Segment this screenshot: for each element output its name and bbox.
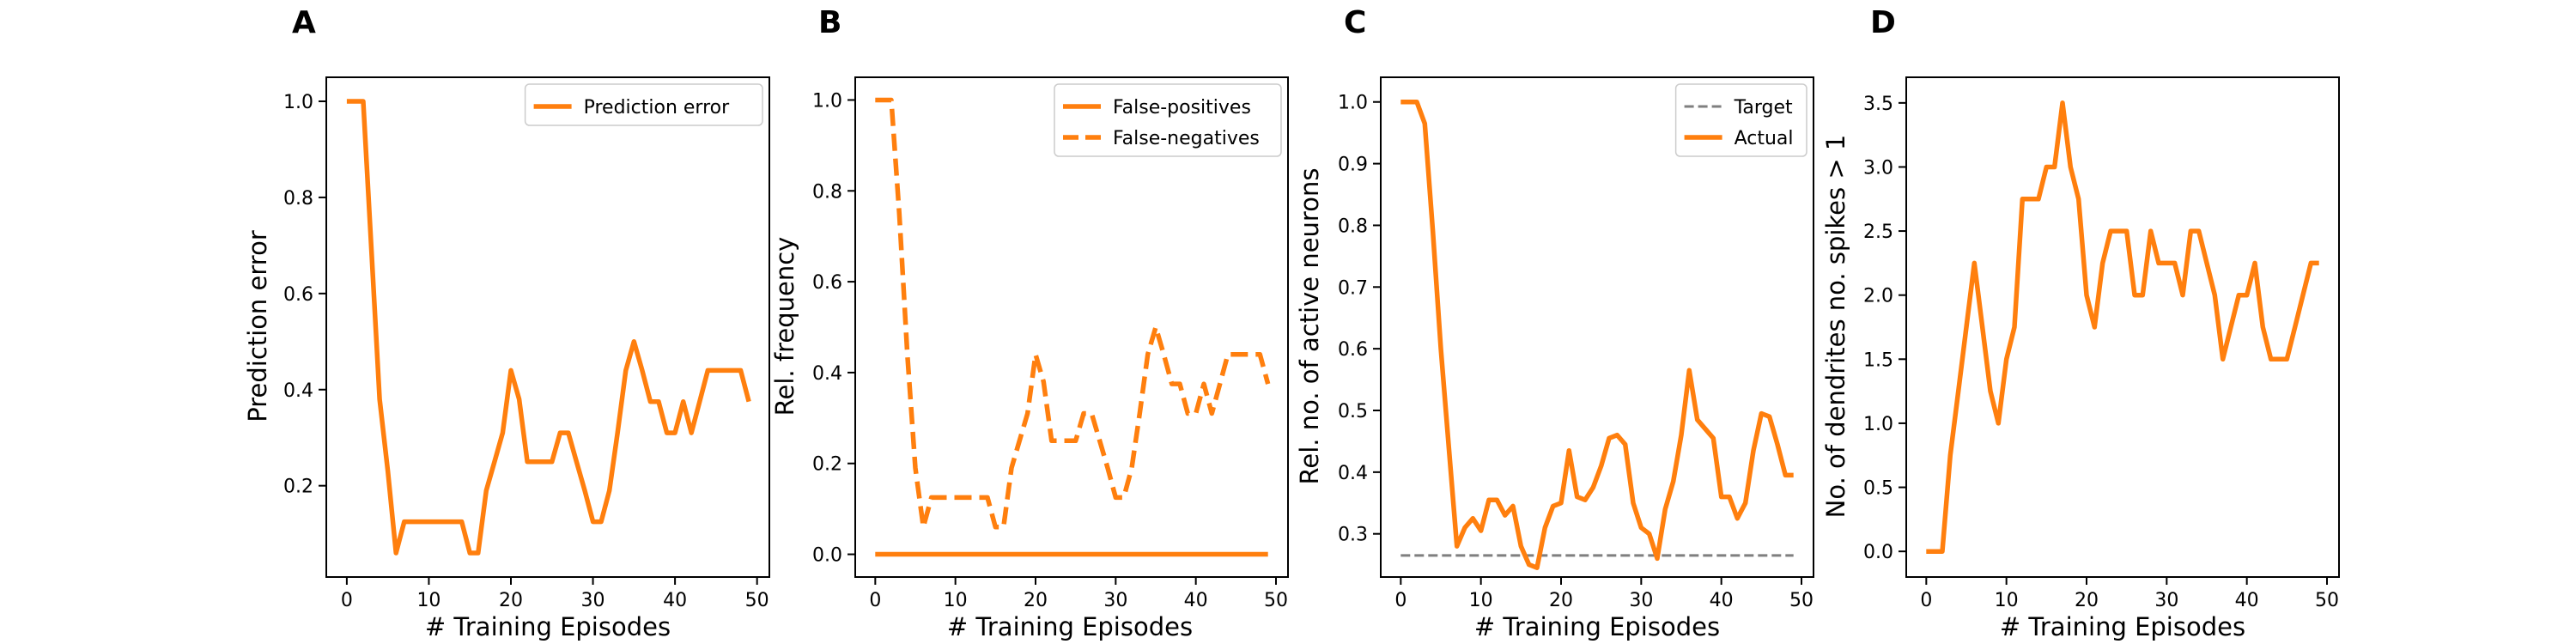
x-axis-label-b: # Training Episodes <box>947 612 1193 641</box>
y-axis-label-a: Prediction error <box>243 230 272 422</box>
x-tick-label-a-1: 10 <box>416 590 440 611</box>
axes-frame-a <box>325 76 770 578</box>
x-tick-label-b-2: 20 <box>1024 590 1048 611</box>
y-tick-label-d-0: 0.0 <box>1863 542 1893 563</box>
series-line-b-1 <box>875 97 1271 530</box>
y-tick-label-c-4: 0.7 <box>1338 277 1368 299</box>
y-tick-label-d-2: 1.0 <box>1863 414 1893 435</box>
y-tick-label-c-1: 0.4 <box>1338 463 1368 484</box>
legend-label-a-0: Prediction error <box>584 97 730 118</box>
axes-frame-c <box>1380 76 1814 578</box>
y-tick-label-a-3: 0.8 <box>283 188 313 210</box>
plot-area-d: 0 10 20 30 40 50 0.0 0.5 1.0 1.5 2.0 2.5 3.0 3.5 <box>1863 76 2340 611</box>
y-tick-label-d-7: 3.5 <box>1863 94 1893 115</box>
x-tick-label-a-0: 0 <box>341 590 353 611</box>
x-tick-label-c-3: 30 <box>1629 590 1653 611</box>
legend-box-a <box>524 83 763 126</box>
panel-a: A # Training Episodes Prediction error 0… <box>243 5 770 641</box>
y-tick-label-b-2: 0.4 <box>812 363 842 385</box>
legend-label-c-1: Actual <box>1735 128 1794 149</box>
y-tick-label-d-5: 2.5 <box>1863 222 1893 243</box>
panel-letter-c: C <box>1344 5 1366 40</box>
y-tick-label-d-6: 3.0 <box>1863 157 1893 179</box>
x-tick-label-d-0: 0 <box>1920 590 1932 611</box>
x-axis-label-a: # Training Episodes <box>425 612 671 641</box>
legend-label-b-0: False-positives <box>1113 97 1251 118</box>
axes-frame-b <box>854 76 1289 578</box>
panel-c: C # Training Episodes Rel. no. of active… <box>1295 5 1814 641</box>
y-tick-label-c-3: 0.6 <box>1338 339 1368 361</box>
y-tick-label-d-1: 0.5 <box>1863 478 1893 500</box>
x-tick-label-c-1: 10 <box>1469 590 1493 611</box>
y-tick-label-d-4: 2.0 <box>1863 286 1893 307</box>
panel-b: B # Training Episodes Rel. frequency 0 10… <box>770 5 1289 641</box>
x-tick-label-c-5: 50 <box>1789 590 1814 611</box>
panel-d: D # Training Episodes No. of dendrites n… <box>1821 5 2340 641</box>
legend-c: Target Actual <box>1674 83 1807 157</box>
y-tick-label-c-0: 0.3 <box>1338 525 1368 546</box>
panel-letter-b: B <box>818 5 841 40</box>
legend-label-b-1: False-negatives <box>1113 128 1260 149</box>
legend-label-c-0: Target <box>1734 97 1793 118</box>
y-tick-label-c-5: 0.8 <box>1338 216 1368 237</box>
x-tick-label-d-5: 50 <box>2315 590 2339 611</box>
panel-letter-d: D <box>1870 5 1896 40</box>
axes-frame-d <box>1905 76 2340 578</box>
y-tick-label-b-1: 0.2 <box>812 454 842 476</box>
x-tick-label-d-2: 20 <box>2075 590 2099 611</box>
y-tick-label-b-3: 0.6 <box>812 272 842 294</box>
x-tick-label-a-4: 40 <box>663 590 687 611</box>
x-tick-label-d-1: 10 <box>1995 590 2019 611</box>
y-tick-label-a-1: 0.4 <box>283 380 313 402</box>
y-tick-label-a-0: 0.2 <box>283 477 313 498</box>
x-tick-label-d-4: 40 <box>2235 590 2259 611</box>
x-axis-label-c: # Training Episodes <box>1474 612 1720 641</box>
legend-a: Prediction error <box>524 83 763 126</box>
y-tick-label-a-4: 1.0 <box>283 92 313 113</box>
x-tick-label-a-5: 50 <box>745 590 769 611</box>
y-tick-label-c-2: 0.5 <box>1338 401 1368 422</box>
panel-letter-a: A <box>292 5 316 40</box>
x-tick-label-c-2: 20 <box>1549 590 1573 611</box>
x-tick-label-a-2: 20 <box>499 590 523 611</box>
x-tick-label-c-4: 40 <box>1710 590 1734 611</box>
x-tick-label-b-3: 30 <box>1103 590 1127 611</box>
plot-area-a: 0 10 20 30 40 50 0.2 0.4 0.6 0.8 1.0 Prediction err… <box>283 76 770 611</box>
y-tick-label-a-2: 0.6 <box>283 284 313 306</box>
series-line-c-1 <box>1400 99 1794 570</box>
x-tick-label-b-1: 10 <box>944 590 968 611</box>
y-axis-label-b: Rel. frequency <box>770 237 799 416</box>
plot-area-c: 0 10 20 30 40 50 0.3 0.4 0.5 0.6 0.7 0.8 0.9 1.0 Targe… <box>1338 76 1814 611</box>
y-tick-label-b-5: 1.0 <box>812 90 842 112</box>
y-axis-label-d: No. of dendrites no. spikes > 1 <box>1821 135 1850 519</box>
x-tick-label-d-3: 30 <box>2154 590 2178 611</box>
y-tick-label-b-4: 0.8 <box>812 181 842 203</box>
plot-area-b: 0 10 20 30 40 50 0.0 0.2 0.4 0.6 0.8 1.0 False-posit… <box>812 76 1289 611</box>
series-line-a-0 <box>346 99 751 556</box>
y-tick-label-b-0: 0.0 <box>812 545 842 567</box>
legend-b: False-positives False-negatives <box>1054 83 1282 157</box>
x-tick-label-b-5: 50 <box>1264 590 1288 611</box>
x-tick-label-a-3: 30 <box>581 590 605 611</box>
y-tick-label-c-6: 0.9 <box>1338 155 1368 176</box>
series-line-d-0 <box>1926 100 2319 554</box>
x-axis-label-d: # Training Episodes <box>2000 612 2245 641</box>
y-tick-label-c-7: 1.0 <box>1338 93 1368 114</box>
legend-box-b <box>1054 83 1282 157</box>
x-tick-label-b-0: 0 <box>869 590 881 611</box>
x-tick-label-b-4: 40 <box>1184 590 1208 611</box>
y-axis-label-c: Rel. no. of active neurons <box>1295 168 1324 485</box>
x-tick-label-c-0: 0 <box>1394 590 1406 611</box>
y-tick-label-d-3: 1.5 <box>1863 349 1893 371</box>
